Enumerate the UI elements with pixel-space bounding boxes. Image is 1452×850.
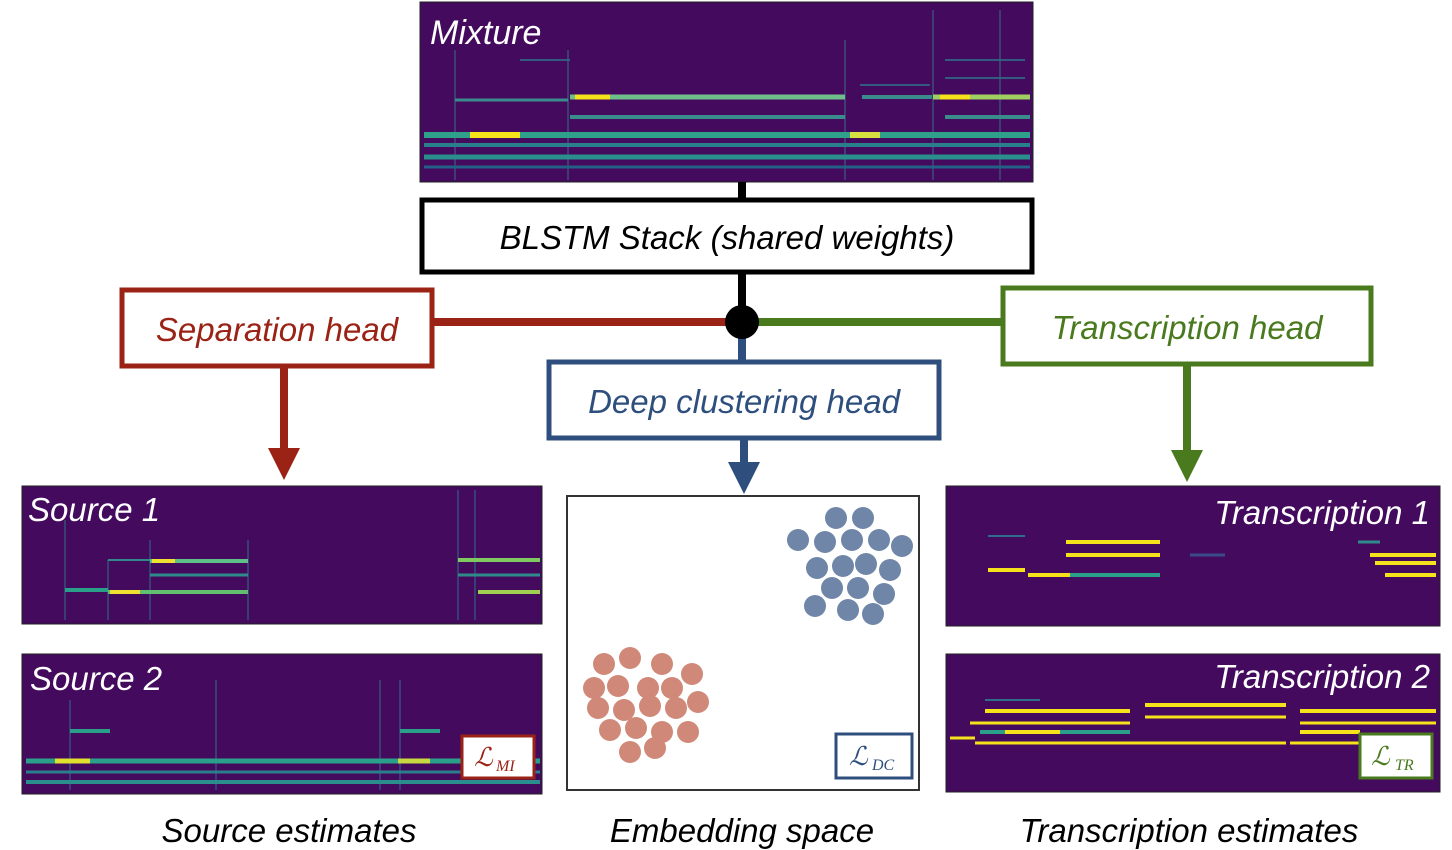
blue-embedding-point-16 <box>837 599 859 621</box>
red-cluster <box>583 647 709 763</box>
embedding-space-panel: ℒ DC <box>566 495 920 791</box>
red-embedding-point-8 <box>661 677 683 699</box>
mixture-label: Mixture <box>430 14 541 52</box>
loss-dc-symbol: ℒ <box>849 742 869 772</box>
red-embedding-point-18 <box>619 741 641 763</box>
source2-spectrogram: Source 2 ℒ MI <box>21 653 543 795</box>
red-embedding-point-3 <box>651 653 673 675</box>
blstm-label: BLSTM Stack (shared weights) <box>500 219 955 256</box>
loss-mi-badge: ℒ MI <box>460 734 536 780</box>
separation-head-box: Separation head <box>119 287 435 369</box>
loss-tr-symbol: ℒ <box>1371 742 1391 772</box>
caption-transcription-estimates: Transcription estimates <box>1020 812 1359 849</box>
red-embedding-point-14 <box>599 719 621 741</box>
red-embedding-point-4 <box>681 663 703 685</box>
blue-embedding-point-11 <box>879 559 901 581</box>
transcription-head-box: Transcription head <box>1000 285 1374 367</box>
loss-dc-subscript: DC <box>871 757 895 774</box>
red-embedding-point-11 <box>613 699 635 721</box>
red-embedding-point-1 <box>593 653 615 675</box>
separation-arrow-head <box>268 448 300 480</box>
transcription-head-label: Transcription head <box>1052 309 1325 346</box>
blue-embedding-point-1 <box>825 507 847 529</box>
red-embedding-point-15 <box>625 717 647 739</box>
blue-embedding-point-14 <box>873 583 895 605</box>
blue-embedding-point-9 <box>832 555 854 577</box>
transcription2-pianoroll: Transcription 2 ℒ TR <box>945 653 1441 793</box>
source1-label: Source 1 <box>28 491 160 528</box>
blue-embedding-point-13 <box>847 577 869 599</box>
loss-mi-symbol: ℒ <box>474 743 494 773</box>
junction-node <box>725 305 759 339</box>
red-embedding-point-10 <box>587 697 609 719</box>
blue-embedding-point-4 <box>814 531 836 553</box>
red-embedding-point-19 <box>644 737 666 759</box>
blue-embedding-point-15 <box>804 595 826 617</box>
loss-tr-subscript: TR <box>1395 757 1414 774</box>
blue-embedding-point-7 <box>891 535 913 557</box>
blue-embedding-point-12 <box>821 577 843 599</box>
transcription2-label: Transcription 2 <box>1214 658 1430 695</box>
red-embedding-point-13 <box>665 697 687 719</box>
red-embedding-point-12 <box>639 695 661 717</box>
red-embedding-point-9 <box>687 691 709 713</box>
blue-embedding-point-3 <box>787 529 809 551</box>
blue-embedding-point-10 <box>855 553 877 575</box>
blue-embedding-point-8 <box>806 557 828 579</box>
clustering-head-label: Deep clustering head <box>588 383 902 420</box>
red-embedding-point-17 <box>677 721 699 743</box>
red-embedding-point-6 <box>607 675 629 697</box>
mixture-spectrogram: Mixture <box>419 1 1034 183</box>
loss-dc-badge: ℒ DC <box>834 732 914 780</box>
blue-embedding-point-17 <box>862 603 884 625</box>
transcription1-label: Transcription 1 <box>1214 494 1430 531</box>
blstm-stack-box: BLSTM Stack (shared weights) <box>419 197 1035 275</box>
transcription1-pianoroll: Transcription 1 <box>945 485 1441 627</box>
blue-embedding-point-6 <box>868 529 890 551</box>
blue-embedding-point-2 <box>852 507 874 529</box>
transcription-arrow-head <box>1171 450 1203 482</box>
blue-cluster <box>787 507 913 625</box>
loss-tr-badge: ℒ TR <box>1358 732 1434 780</box>
red-embedding-point-7 <box>637 677 659 699</box>
caption-embedding-space: Embedding space <box>610 812 874 849</box>
caption-source-estimates: Source estimates <box>162 812 417 849</box>
separation-head-label: Separation head <box>156 311 400 348</box>
source2-label: Source 2 <box>30 660 162 697</box>
source1-spectrogram: Source 1 <box>21 485 543 625</box>
loss-mi-subscript: MI <box>495 758 515 775</box>
clustering-arrow-head <box>728 462 760 494</box>
clustering-head-box: Deep clustering head <box>546 359 942 441</box>
blue-embedding-point-5 <box>841 529 863 551</box>
red-embedding-point-5 <box>583 677 605 699</box>
red-embedding-point-2 <box>619 647 641 669</box>
